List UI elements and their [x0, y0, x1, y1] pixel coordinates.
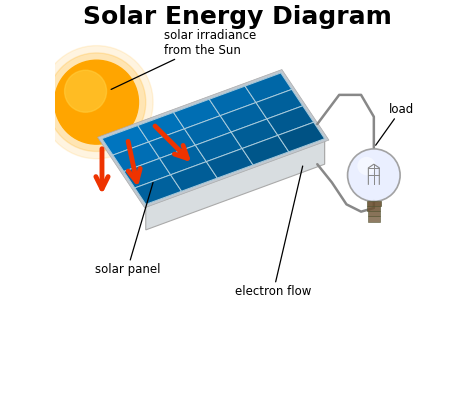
Polygon shape [102, 73, 325, 205]
FancyBboxPatch shape [368, 211, 380, 217]
Circle shape [64, 70, 107, 112]
Polygon shape [242, 136, 289, 165]
Polygon shape [135, 175, 182, 205]
Polygon shape [173, 99, 220, 129]
Circle shape [347, 149, 400, 201]
Circle shape [357, 157, 376, 175]
Text: electron flow: electron flow [235, 166, 312, 298]
Polygon shape [281, 73, 325, 164]
FancyBboxPatch shape [367, 207, 381, 211]
Polygon shape [113, 142, 160, 172]
FancyBboxPatch shape [368, 217, 380, 221]
Polygon shape [149, 129, 195, 158]
FancyBboxPatch shape [367, 201, 381, 207]
Polygon shape [206, 148, 253, 178]
Circle shape [40, 46, 153, 159]
Polygon shape [160, 145, 206, 175]
Polygon shape [267, 106, 314, 136]
Polygon shape [102, 126, 149, 155]
Text: solar panel: solar panel [95, 182, 160, 276]
Text: VectorStock.com/1855146: VectorStock.com/1855146 [334, 378, 462, 388]
Polygon shape [220, 103, 267, 132]
Polygon shape [124, 158, 171, 188]
Circle shape [55, 60, 138, 144]
Polygon shape [195, 132, 242, 162]
Polygon shape [231, 119, 278, 148]
Polygon shape [184, 115, 231, 145]
Polygon shape [171, 162, 217, 191]
Text: solar irradiance
from the Sun: solar irradiance from the Sun [111, 28, 256, 89]
Polygon shape [146, 139, 325, 230]
Text: load: load [376, 103, 414, 145]
Polygon shape [209, 86, 256, 115]
Polygon shape [256, 89, 303, 119]
Text: VectorStock®: VectorStock® [12, 378, 93, 388]
Circle shape [47, 53, 146, 152]
Text: Solar Energy Diagram: Solar Energy Diagram [82, 6, 392, 30]
Polygon shape [98, 69, 329, 208]
Polygon shape [278, 122, 325, 152]
Polygon shape [245, 73, 292, 103]
Polygon shape [138, 112, 184, 142]
